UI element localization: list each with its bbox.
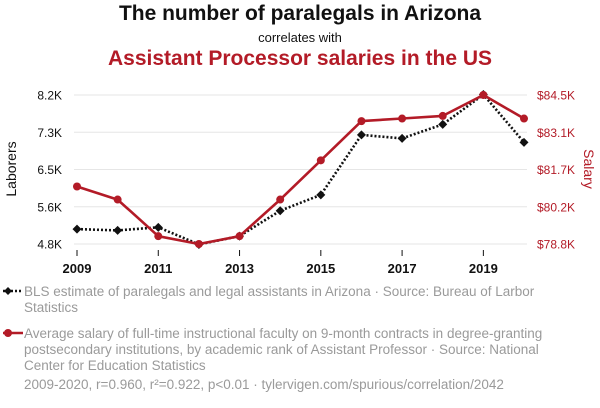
series2-point [316, 156, 325, 165]
legend-marker-series1 [3, 287, 23, 295]
left-tick-label: 6.5K [37, 163, 62, 177]
x-tick-label: 2009 [63, 261, 92, 276]
series1-point [438, 119, 448, 129]
right-tick-label: $80.2K [537, 200, 575, 214]
left-axis-title: Laborers [3, 141, 19, 196]
series2-point [194, 240, 203, 248]
series2-point [357, 117, 366, 126]
x-tick-label: 2017 [388, 261, 417, 276]
series2-point [398, 114, 407, 123]
x-tick-label: 2015 [306, 261, 335, 276]
series1-point [275, 206, 285, 216]
series2-point [235, 232, 244, 241]
legend-entry-series1: BLS estimate of paralegals and legal ass… [2, 284, 562, 318]
x-tick-label: 2013 [225, 261, 254, 276]
series2-point [479, 91, 488, 99]
series2-point [73, 182, 81, 191]
legend-marker-series2 [3, 329, 23, 337]
right-tick-label: $83.1K [537, 126, 575, 140]
legend-label-series2: Average salary of full-time instructiona… [24, 326, 543, 373]
chart-second-title: Assistant Processor salaries in the US [108, 47, 492, 70]
left-tick-label: 5.6K [37, 200, 62, 214]
chart-subtitle-connector: correlates with [258, 30, 342, 45]
series1-point [356, 130, 366, 140]
series1-point [397, 133, 407, 143]
series2-point [520, 114, 528, 123]
series2-point [154, 232, 163, 241]
chart-area: 4.8K 5.6K 6.5K 7.3K 8.2K $78.8K $80.2K $81.7K $8… [3, 89, 597, 277]
series2-point [113, 195, 122, 204]
series1-point [153, 222, 163, 232]
series-line-2 [76, 93, 525, 246]
right-axis-title: Salary [581, 149, 597, 189]
x-tick-label: 2011 [144, 261, 172, 276]
left-tick-label: 4.8K [37, 238, 62, 252]
series2-point [438, 111, 447, 120]
right-tick-label: $78.8K [537, 238, 575, 252]
x-tick-label: 2019 [469, 261, 498, 276]
right-tick-label: $81.7K [537, 163, 575, 177]
right-tick-label: $84.5K [537, 89, 575, 103]
left-tick-label: 7.3K [37, 126, 62, 140]
series-line-1 [76, 93, 525, 246]
legend-label-series1: BLS estimate of paralegals and legal ass… [24, 284, 535, 315]
chart-title: The number of paralegals in Arizona [118, 2, 482, 25]
series1-point [113, 225, 123, 235]
series2-point [276, 195, 285, 204]
legend-entry-series2: Average salary of full-time instructiona… [2, 326, 562, 376]
series1-point [316, 190, 326, 200]
series1-point [72, 224, 82, 234]
left-tick-label: 8.2K [37, 89, 62, 103]
chart-footer: 2009-2020, r=0.960, r²=0.922, p<0.01 · t… [24, 377, 504, 392]
series1-point [519, 137, 529, 147]
